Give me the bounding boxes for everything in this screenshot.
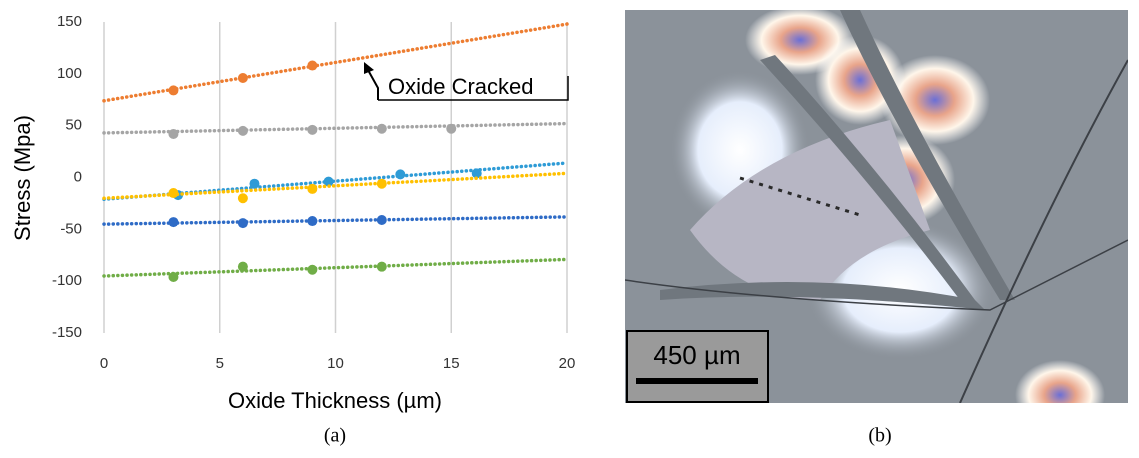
x-axis-label: Oxide Thickness (µm) <box>228 388 442 413</box>
x-tick-label: 0 <box>100 355 108 372</box>
data-point <box>168 272 178 282</box>
x-tick-label: 20 <box>559 355 576 372</box>
data-point <box>168 188 178 198</box>
data-point <box>307 184 317 194</box>
panel-caption: (b) <box>868 425 891 447</box>
y-tick-label: -150 <box>52 324 82 341</box>
x-tick-label: 15 <box>443 355 460 372</box>
interference-fringe <box>1015 360 1105 430</box>
annotation: Oxide Cracked <box>388 74 534 99</box>
panel-caption: (a) <box>324 425 346 447</box>
data-point <box>249 179 259 189</box>
figure: Oxide Thickness (µm) Stress (Mpa) 0 5 10 15… <box>0 0 1139 453</box>
annotation-arrow <box>368 70 378 100</box>
x-tick-label: 10 <box>327 355 344 372</box>
data-point <box>168 129 178 139</box>
data-point <box>238 126 248 136</box>
data-point <box>168 217 178 227</box>
y-tick-label: 0 <box>74 168 82 185</box>
y-tick-label: -50 <box>60 220 82 237</box>
data-point <box>377 124 387 134</box>
data-point <box>238 262 248 272</box>
data-point <box>377 179 387 189</box>
y-axis-label: Stress (Mpa) <box>10 115 35 241</box>
data-point <box>307 125 317 135</box>
x-tick-label: 5 <box>216 355 224 372</box>
chart-panel: Oxide Thickness (µm) Stress (Mpa) 0 5 10 15… <box>10 13 576 413</box>
y-tick-label: -100 <box>52 272 82 289</box>
data-point <box>238 218 248 228</box>
y-tick-label: 150 <box>57 13 82 30</box>
data-point <box>395 169 405 179</box>
data-point <box>238 193 248 203</box>
data-point <box>377 262 387 272</box>
data-point <box>238 73 248 83</box>
data-point <box>307 216 317 226</box>
scale-bar-label: 450 µm <box>653 340 740 370</box>
y-tick-label: 50 <box>65 117 82 134</box>
micrograph: 450 µm <box>625 5 1128 430</box>
data-point <box>377 215 387 225</box>
data-point <box>307 265 317 275</box>
data-point <box>307 61 317 71</box>
y-tick-label: 100 <box>57 65 82 82</box>
data-point <box>168 85 178 95</box>
data-point <box>446 124 456 134</box>
scale-bar: 450 µm <box>627 331 768 402</box>
